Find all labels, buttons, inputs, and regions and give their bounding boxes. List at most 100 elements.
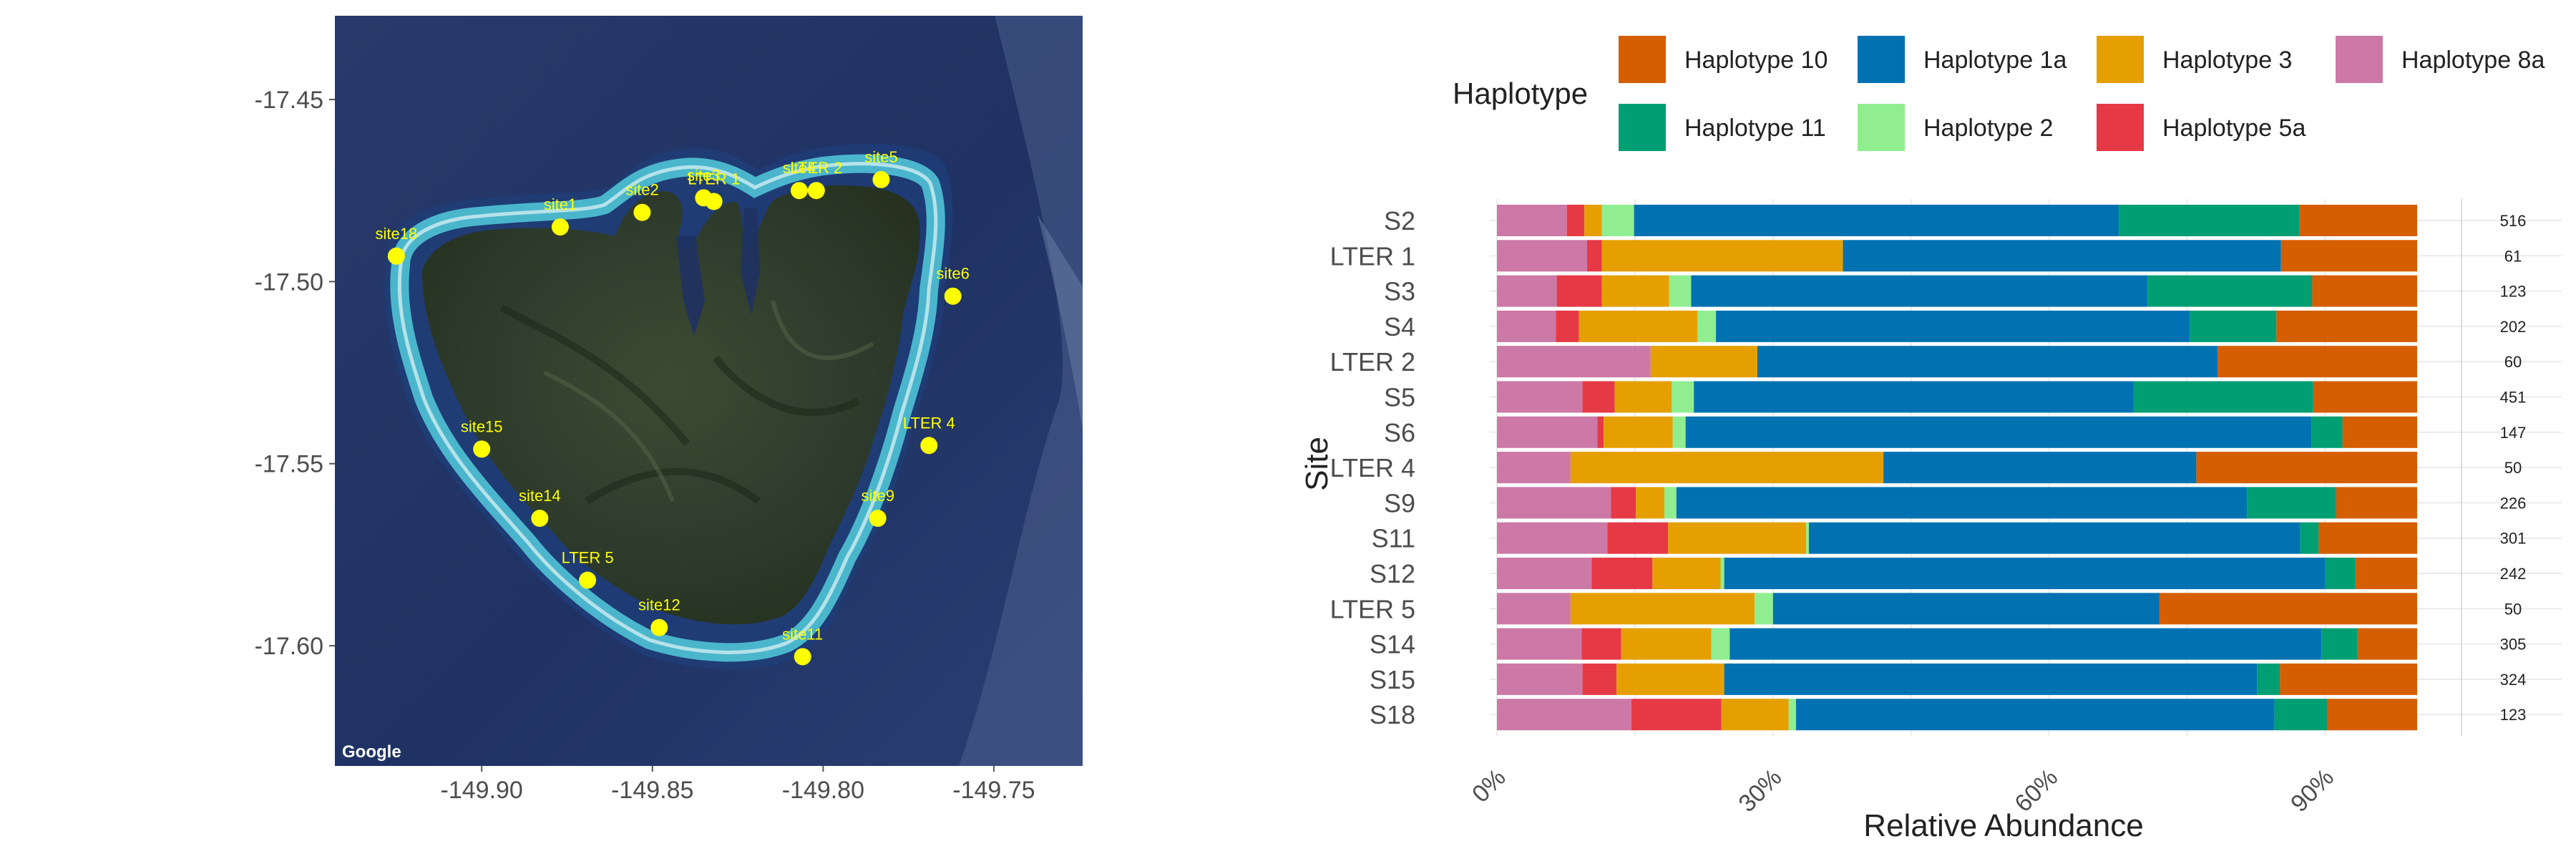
sample-count-label: 123 — [2500, 283, 2527, 301]
bar-panel: Haplotype Haplotype 10 Haplotype 1a Haplot… — [1299, 36, 2562, 843]
bar-segment — [1587, 240, 1602, 272]
bar-segment — [1497, 663, 1583, 695]
bar-segment — [2217, 346, 2417, 378]
site-label: LTER 2 — [790, 159, 842, 177]
sample-count-label: 516 — [2500, 212, 2527, 230]
site-point — [869, 510, 887, 528]
bar-segment — [1591, 558, 1653, 589]
site-label: site9 — [861, 487, 894, 505]
sample-count-label: 324 — [2500, 671, 2527, 689]
bar-segment — [1601, 240, 1843, 272]
legend-swatch — [1619, 104, 1666, 151]
y-tick-label: LTER 1 — [1330, 241, 1415, 271]
bar-segment — [1497, 275, 1557, 307]
map-y-tick-label: -17.55 — [255, 451, 323, 478]
site-point — [705, 193, 723, 210]
bar-segment — [1669, 275, 1692, 307]
site-label: site2 — [625, 181, 658, 199]
y-tick-label: S2 — [1384, 206, 1415, 236]
bar-segment — [1697, 310, 1717, 342]
sample-count-label: 50 — [2504, 600, 2522, 618]
site-point — [551, 218, 569, 236]
bar-segment — [1691, 275, 2148, 307]
map-x-tick-label: -149.80 — [782, 777, 864, 804]
site-label: site3 — [687, 166, 720, 184]
site-point — [473, 440, 491, 458]
site-label: site6 — [936, 265, 969, 283]
bar-segment — [1614, 381, 1672, 413]
y-tick-label: S3 — [1384, 277, 1415, 306]
legend-title: Haplotype — [1453, 77, 1588, 110]
map-y-tick-label: -17.50 — [255, 268, 323, 296]
site-point — [794, 648, 811, 666]
y-tick-label: S9 — [1384, 488, 1415, 518]
legend-label: Haplotype 8a — [2401, 47, 2545, 74]
map-x-tick-label: -149.75 — [952, 777, 1035, 804]
site-label: LTER 5 — [562, 549, 614, 567]
bar-segment — [1497, 558, 1592, 589]
bar-segment — [1581, 628, 1621, 660]
map-x-tick-label: -149.90 — [441, 777, 523, 804]
bar-segment — [2147, 275, 2313, 307]
map-axes: -149.90 -149.85 -149.80 -149.75 -17.45 -17.50… — [255, 87, 1035, 804]
legend-swatch — [1619, 36, 1666, 83]
bar-segment — [1611, 487, 1636, 519]
bar-segment — [1497, 522, 1608, 554]
bar-segment — [1757, 346, 2218, 378]
bar-segment — [1497, 593, 1571, 625]
bar-segment — [1607, 522, 1669, 554]
x-axis-title: Relative Abundance — [1863, 808, 2143, 843]
bar-segment — [1631, 699, 1722, 731]
bar-segment — [1584, 205, 1602, 236]
bar-segment — [2257, 663, 2280, 695]
x-tick-label: 0% — [1467, 764, 1511, 808]
bar-segment — [1556, 310, 1579, 342]
y-tick-label: S6 — [1384, 418, 1415, 447]
sample-count-label: 242 — [2500, 565, 2527, 583]
site-point — [790, 182, 808, 200]
bar-segment — [1636, 487, 1665, 519]
y-tick-label: LTER 4 — [1330, 453, 1415, 482]
bar-segment — [2312, 275, 2417, 307]
y-tick-label: S14 — [1370, 630, 1415, 659]
y-tick-label: S5 — [1384, 383, 1415, 412]
site-point — [650, 618, 668, 636]
bar-segment — [1579, 310, 1698, 342]
bar-segment — [1694, 381, 2134, 413]
bar-segment — [1597, 416, 1604, 448]
bar-segment — [1676, 487, 2248, 519]
bar-segment — [2342, 416, 2417, 448]
bar-segment — [1806, 522, 1809, 554]
sample-count-label: 305 — [2500, 636, 2527, 654]
bar-segment — [1664, 487, 1677, 519]
bar-segment — [2119, 205, 2300, 236]
site-label: site15 — [461, 417, 503, 435]
bar-segment — [1650, 346, 1757, 378]
bar-segment — [1721, 699, 1789, 731]
sample-count-label: 451 — [2500, 389, 2527, 407]
sample-count-label: 301 — [2500, 530, 2527, 548]
map-panel: Google -149.90 -149.85 -149.80 -149.75 -17.4… — [255, 16, 1083, 804]
site-point — [807, 182, 825, 200]
bar-segment — [2280, 240, 2417, 272]
bar-segment — [1497, 487, 1611, 519]
sample-count-label: 123 — [2500, 706, 2527, 724]
bar-segment — [1672, 416, 1686, 448]
y-tick-label: S15 — [1370, 665, 1415, 694]
bar-segment — [2300, 522, 2319, 554]
bar-segment — [1497, 416, 1598, 448]
bar-segment — [2196, 452, 2417, 484]
site-point — [579, 571, 597, 589]
bar-segment — [1788, 699, 1796, 731]
bar-segment — [1497, 699, 1631, 731]
legend-label: Haplotype 1a — [1923, 47, 2067, 74]
bar-segment — [2336, 487, 2417, 519]
bar-segment — [1843, 240, 2281, 272]
google-credit: Google — [342, 742, 401, 762]
bar-segment — [2247, 487, 2336, 519]
sample-count-label: 61 — [2504, 247, 2522, 265]
bar-segment — [1621, 628, 1712, 660]
bar-segment — [1808, 522, 2301, 554]
site-point — [387, 247, 405, 265]
bar-segment — [1711, 628, 1730, 660]
